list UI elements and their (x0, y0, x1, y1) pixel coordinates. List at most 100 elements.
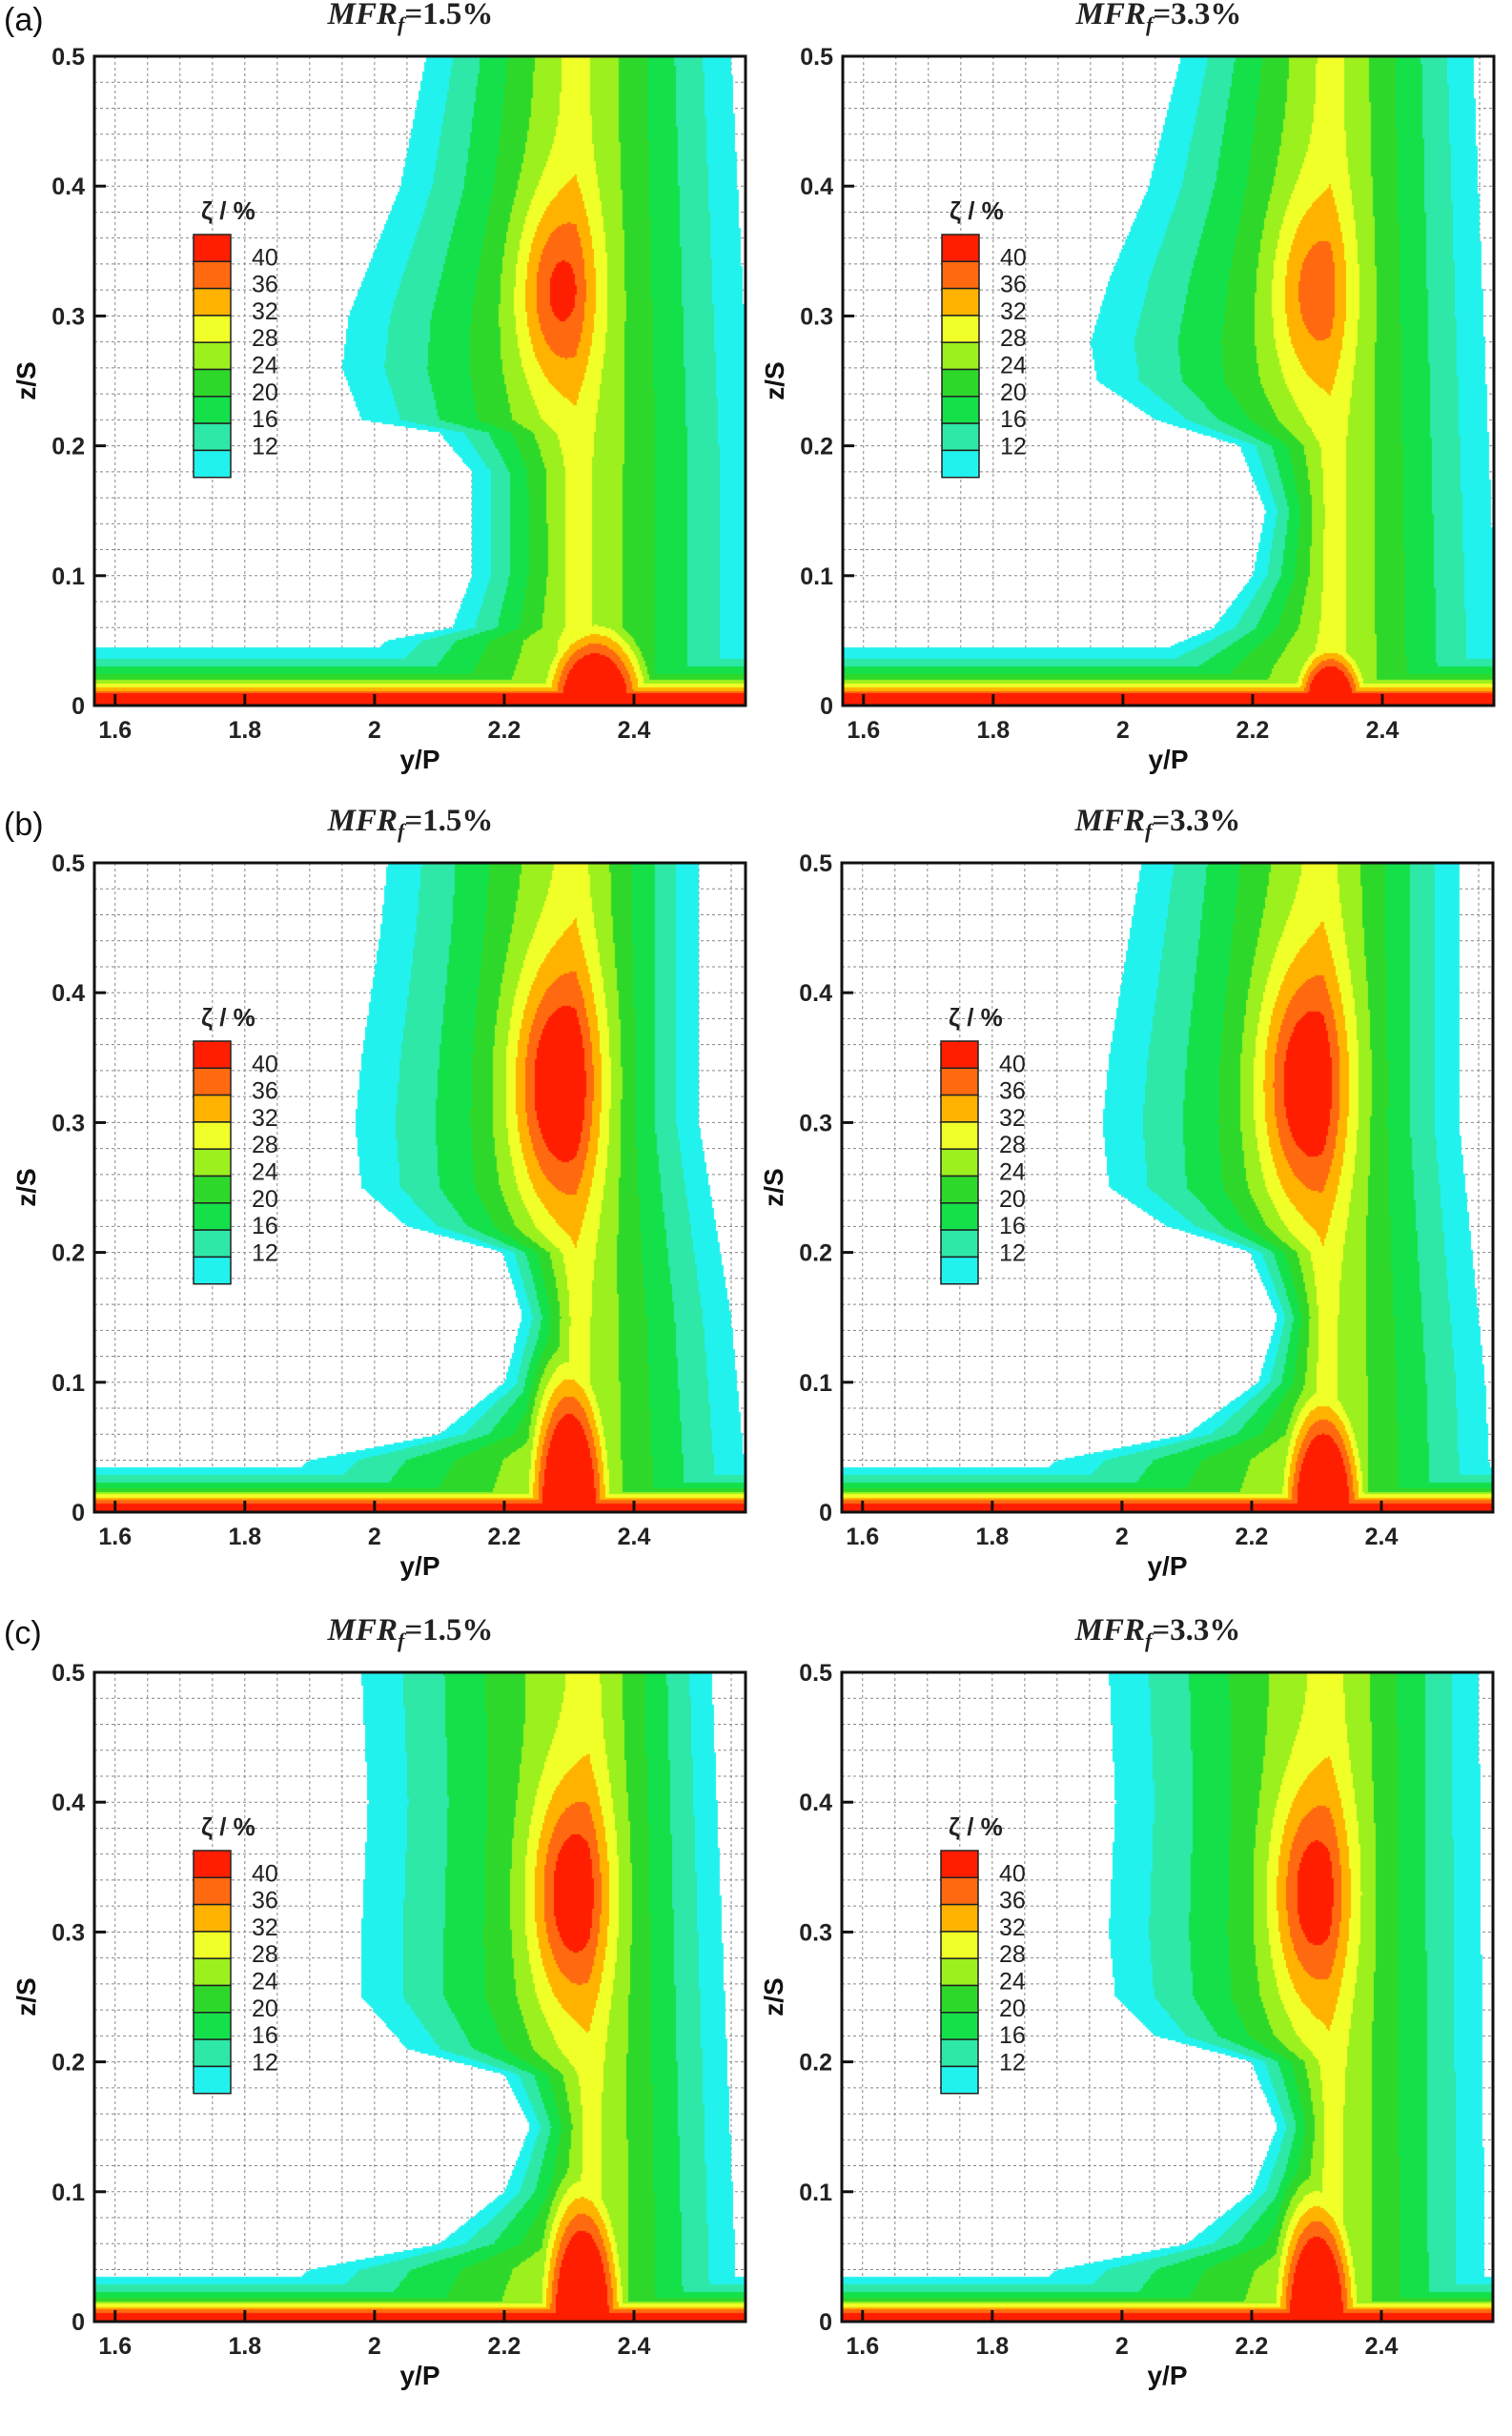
legend-swatch (193, 341, 232, 371)
legend-swatch (940, 1229, 979, 1259)
x-tick-label: 2 (1115, 1524, 1129, 1550)
plot-frame (92, 54, 747, 707)
legend-label: 12 (252, 1239, 278, 1266)
x-tick-label: 2.4 (618, 1524, 651, 1550)
legend-swatch (193, 2012, 232, 2040)
legend-label: 16 (999, 1213, 1026, 1239)
legend-swatch (193, 1067, 232, 1096)
plot-frame (840, 861, 1495, 1514)
legend-label: 28 (252, 1941, 278, 1968)
y-tick-label: 0.3 (51, 303, 85, 330)
legend-swatch (941, 396, 980, 424)
legend-swatch (940, 1850, 979, 1879)
x-tick-label: 2.4 (618, 717, 651, 744)
x-tick-label: 2.2 (1236, 717, 1270, 744)
x-tick-label: 2.2 (488, 717, 521, 744)
legend-label: 16 (1000, 406, 1027, 433)
x-tick-label: 1.8 (228, 1524, 261, 1550)
legend-label: 16 (999, 2022, 1026, 2049)
legend-swatch (941, 422, 980, 452)
x-tick-label: 1.8 (975, 1524, 1009, 1550)
x-tick-label: 1.8 (228, 717, 261, 744)
legend-swatch (193, 287, 232, 317)
y-tick-label: 0.5 (51, 1660, 85, 1687)
legend-label: 32 (252, 1105, 278, 1132)
y-axis-label: z/S (759, 1977, 788, 2016)
legend-swatch (940, 2038, 979, 2068)
y-tick-label: 0.3 (799, 1110, 832, 1136)
legend-swatch (193, 422, 232, 452)
legend-swatch (940, 1984, 979, 2014)
y-tick-label: 0.1 (799, 1370, 832, 1397)
row-label-c: (c) (4, 1615, 42, 1651)
y-tick-label: 0.1 (51, 2180, 85, 2206)
legend-label: 20 (1000, 379, 1027, 406)
legend-swatch (940, 1094, 979, 1123)
legend-swatch (193, 396, 232, 424)
legend-label: 36 (999, 1078, 1026, 1105)
x-axis-label: y/P (1147, 1551, 1187, 1581)
y-tick-label: 0 (819, 1500, 832, 1526)
title-subscript: f (398, 12, 407, 36)
legend-swatch (193, 315, 232, 343)
legend-label: 16 (252, 1213, 278, 1239)
legend-swatch (193, 1175, 232, 1204)
legend-title: ζ / % (949, 1003, 1003, 1032)
legend-label: 24 (252, 353, 278, 379)
plot-frame (841, 54, 1496, 707)
x-axis-label: y/P (1148, 745, 1188, 774)
legend-label: 32 (999, 1914, 1026, 1941)
title-subscript: f (1145, 1628, 1154, 1652)
title-variable: MFR (1074, 804, 1145, 838)
legend-label: 40 (999, 1860, 1026, 1887)
legend-swatch (940, 2012, 979, 2040)
legend-label: 20 (252, 379, 278, 406)
title-value: =3.3% (1152, 1613, 1240, 1648)
y-tick-label: 0.4 (799, 1790, 832, 1816)
legend-swatch (941, 449, 980, 479)
legend-label: 24 (999, 1159, 1026, 1186)
axes: 1.6 1.8 2 2.2 2.4 0 0.1 0.2 0.3 0.4 0.5 y/P z/S MFRf=… (11, 0, 747, 774)
x-axis-label: y/P (399, 1551, 439, 1581)
title-value: =1.5% (404, 0, 493, 31)
x-tick-label: 2 (368, 717, 381, 744)
y-tick-label: 0.5 (800, 44, 833, 71)
legend-label: 20 (999, 1996, 1026, 2022)
y-tick-label: 0 (819, 2309, 832, 2336)
x-tick-label: 1.6 (846, 1524, 879, 1550)
y-tick-label: 0.2 (51, 434, 85, 461)
panel-title: MFRf=1.5% (327, 0, 494, 36)
x-tick-label: 2.4 (1365, 1524, 1399, 1550)
legend-label: 40 (252, 244, 278, 271)
legend-swatch (193, 1876, 232, 1906)
legend-swatch (193, 234, 232, 263)
legend-label: 40 (252, 1860, 278, 1887)
legend-swatch (193, 1850, 232, 1879)
x-tick-label: 2.2 (488, 1524, 521, 1550)
x-axis-label: y/P (399, 745, 439, 774)
title-variable: MFR (1075, 0, 1146, 31)
legend-label: 20 (252, 1186, 278, 1213)
axes: 1.6 1.8 2 2.2 2.4 0 0.1 0.2 0.3 0.4 0.5 y/P z/S MFRf=… (759, 1613, 1495, 2390)
legend-label: 20 (999, 1186, 1026, 1213)
legend-title: ζ / % (949, 1812, 1003, 1841)
y-axis-label: z/S (760, 361, 789, 399)
y-tick-label: 0.5 (51, 850, 85, 877)
legend-label: 16 (252, 2022, 278, 2049)
x-tick-label: 2.2 (488, 2333, 521, 2360)
legend-swatch (193, 1229, 232, 1259)
y-tick-label: 0.5 (799, 1660, 832, 1687)
legend-swatch (193, 368, 232, 398)
legend-label: 20 (252, 1996, 278, 2022)
plot-frame (840, 1670, 1495, 2323)
legend-label: 36 (999, 1888, 1026, 1914)
legend-swatch (941, 287, 980, 317)
panel-title: MFRf=3.3% (1074, 804, 1241, 843)
x-tick-label: 1.6 (98, 2333, 132, 2360)
x-axis-label: y/P (1147, 2361, 1187, 2390)
legend-swatch (940, 1175, 979, 1204)
title-subscript: f (1146, 12, 1155, 36)
legend-swatch (940, 1256, 979, 1285)
x-tick-label: 1.6 (847, 717, 880, 744)
y-tick-label: 0.2 (51, 1240, 85, 1267)
